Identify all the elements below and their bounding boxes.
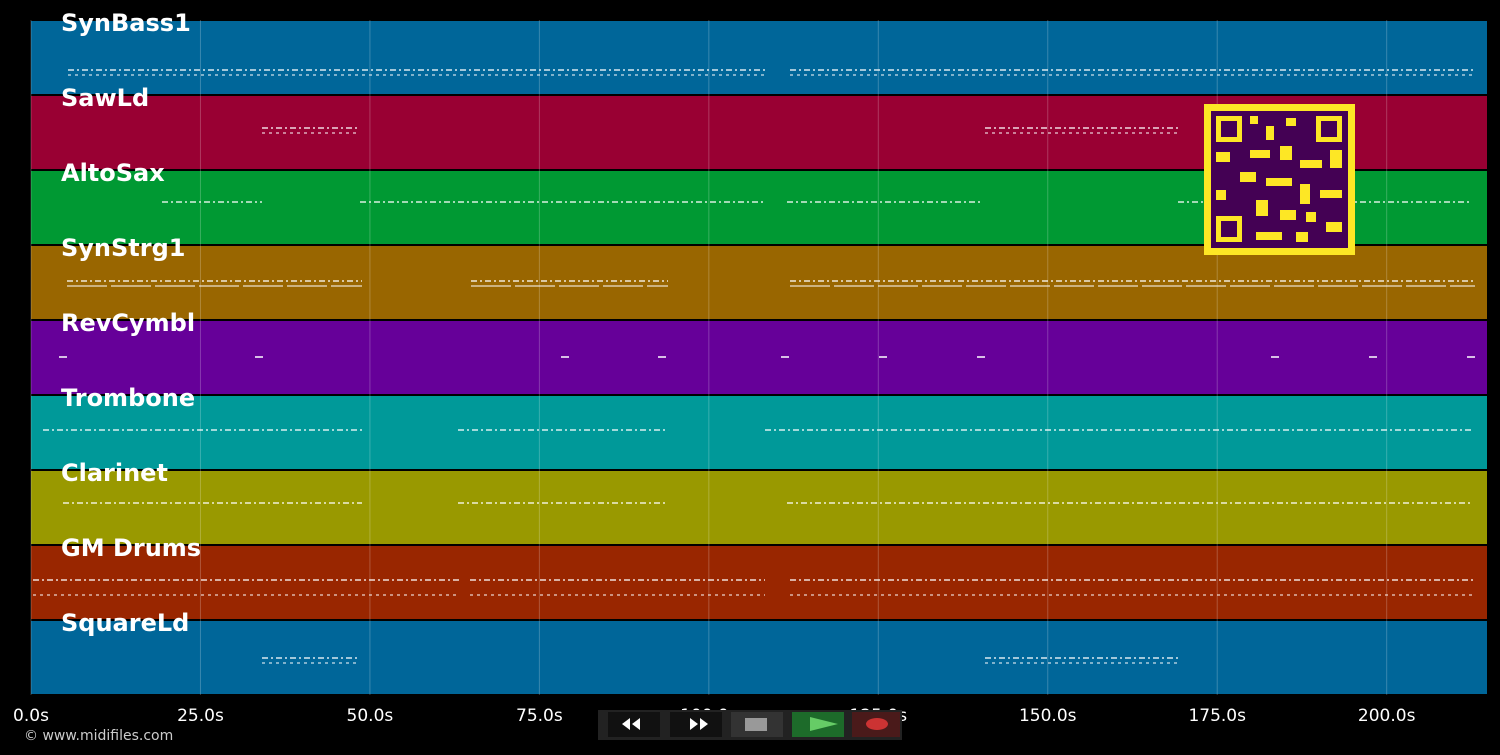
track-lane bbox=[31, 621, 1487, 694]
track-name: AltoSax bbox=[61, 159, 165, 187]
track-name: GM Drums bbox=[61, 534, 201, 562]
track-lane bbox=[31, 471, 1487, 544]
forward-button[interactable] bbox=[670, 712, 722, 737]
stop-button[interactable] bbox=[731, 712, 783, 737]
track-lane bbox=[31, 21, 1487, 94]
qr-code bbox=[1204, 104, 1355, 255]
track-lane bbox=[31, 246, 1487, 319]
track-name: RevCymbl bbox=[61, 309, 195, 337]
play-button[interactable] bbox=[792, 712, 844, 737]
x-tick-label: 25.0s bbox=[177, 706, 224, 726]
rewind-button[interactable] bbox=[608, 712, 660, 737]
labels: SynBass1 SawLd AltoSax SynStrg1 RevCymbl Trom… bbox=[13, 9, 1416, 726]
x-tick-label: 0.0s bbox=[13, 706, 49, 726]
x-tick-label: 200.0s bbox=[1358, 706, 1416, 726]
track-name: SynStrg1 bbox=[61, 234, 186, 262]
track-name: SquareLd bbox=[61, 609, 189, 637]
track-lane bbox=[31, 321, 1487, 394]
x-tick-label: 150.0s bbox=[1019, 706, 1077, 726]
x-tick-label: 175.0s bbox=[1188, 706, 1246, 726]
record-button[interactable] bbox=[852, 712, 900, 737]
track-name: Clarinet bbox=[61, 459, 168, 487]
track-name: SynBass1 bbox=[61, 9, 191, 37]
x-tick-label: 50.0s bbox=[347, 706, 394, 726]
transport-controls bbox=[598, 710, 902, 740]
x-tick-label: 75.0s bbox=[516, 706, 563, 726]
track-lane bbox=[31, 546, 1487, 619]
footer: © www.midifiles.com bbox=[24, 728, 173, 744]
track-name: SawLd bbox=[61, 84, 149, 112]
track-lane bbox=[31, 396, 1487, 469]
track-name: Trombone bbox=[61, 384, 195, 412]
